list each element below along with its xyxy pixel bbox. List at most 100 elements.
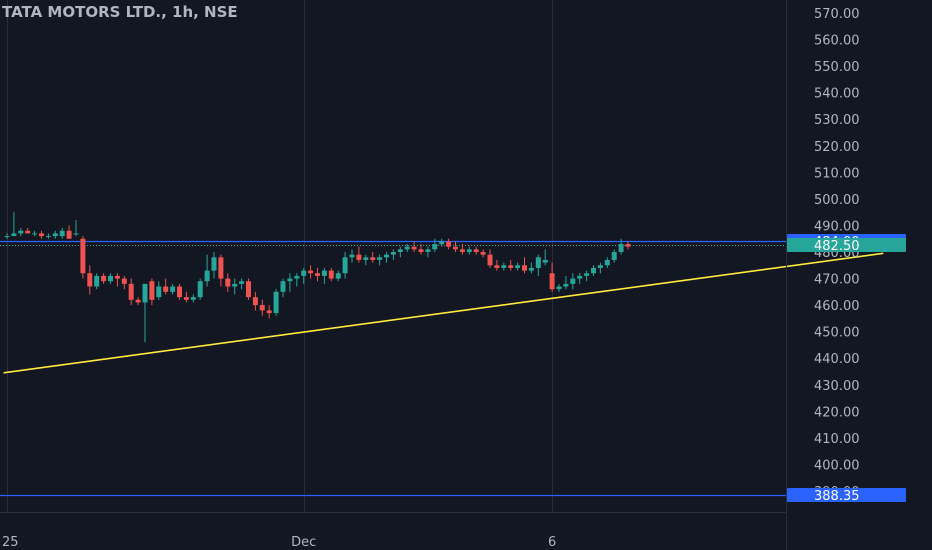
candle-body — [80, 238, 86, 274]
candle-body — [535, 257, 541, 268]
chart-title: TATA MOTORS LTD., 1h, NSE — [2, 3, 238, 21]
candle-body — [52, 233, 58, 237]
trendline[interactable] — [3, 252, 884, 374]
price-tick-label: 520.00 — [814, 140, 860, 155]
candle-body — [356, 254, 362, 260]
candle-body — [397, 249, 403, 252]
price-tick-label: 510.00 — [814, 166, 860, 181]
candle-body — [473, 249, 479, 252]
candle-body — [487, 254, 493, 266]
candle-body — [121, 278, 127, 284]
time-tick-label: 25 — [2, 535, 19, 550]
candle-body — [66, 230, 72, 239]
candle-body — [370, 257, 376, 260]
trendline-line[interactable] — [3, 252, 884, 374]
candle-body — [149, 281, 155, 300]
price-tick-label: 430.00 — [814, 379, 860, 394]
price-tick-label: 420.00 — [814, 405, 860, 420]
candle-body — [170, 286, 176, 292]
candle-body — [163, 286, 169, 292]
candle-body — [618, 244, 624, 252]
price-label-background — [787, 238, 906, 252]
candle-body — [266, 310, 272, 314]
candle-body — [556, 286, 562, 290]
candle-body — [542, 259, 548, 263]
candle-body — [591, 267, 596, 274]
price-axis[interactable]: 570.00 560.00 550.00 540.00 530.00 520.00 510.… — [814, 7, 860, 500]
candle-body — [425, 249, 431, 252]
candle-body — [183, 297, 189, 300]
time-tick-label: 6 — [548, 535, 556, 550]
price-tick-label: 470.00 — [814, 273, 860, 288]
price-tick-label: 400.00 — [814, 458, 860, 473]
candle-body — [259, 305, 265, 311]
candles — [4, 212, 631, 343]
price-tick-label: 530.00 — [814, 113, 860, 128]
price-tick-label: 570.00 — [814, 7, 860, 22]
candle-body — [597, 265, 603, 268]
candle-body — [611, 252, 617, 260]
candle-body — [87, 273, 93, 287]
candle-body — [45, 236, 51, 238]
candle-body — [32, 233, 38, 235]
time-axis[interactable]: 25 Dec 6 — [0, 512, 786, 550]
price-lines — [0, 240, 786, 497]
candle-body — [418, 249, 424, 252]
candle-body — [459, 249, 465, 252]
candle-body — [390, 252, 396, 255]
price-tick-label: 440.00 — [814, 352, 860, 367]
candle-body — [528, 267, 534, 271]
candle-body — [563, 283, 569, 287]
price-label-tag: 388.35 — [787, 488, 906, 504]
candle-body — [73, 233, 79, 235]
candle-body — [446, 241, 452, 247]
candle-body — [101, 275, 107, 282]
candle-body — [156, 286, 162, 298]
candle-body — [315, 273, 320, 276]
price-tick-label: 410.00 — [814, 432, 860, 447]
candle-body — [4, 236, 10, 238]
price-label-tag: 482.50 — [787, 238, 906, 254]
time-tick-label: Dec — [291, 535, 316, 550]
candle-body — [280, 281, 286, 292]
candle-body — [128, 283, 134, 300]
price-tick-label: 560.00 — [814, 34, 860, 49]
candle-body — [204, 270, 210, 282]
candle-body — [328, 270, 334, 279]
candle-body — [218, 257, 224, 279]
candle-body — [494, 265, 500, 268]
candle-body — [11, 233, 17, 237]
candle-body — [501, 265, 507, 268]
candle-body — [570, 278, 576, 284]
price-label-background — [787, 488, 906, 502]
candle-body — [135, 299, 141, 303]
candle-body — [522, 265, 527, 271]
candle-body — [287, 278, 293, 282]
price-tick-label: 450.00 — [814, 326, 860, 341]
candle-body — [377, 257, 383, 260]
candle-body — [252, 297, 258, 306]
candle-body — [577, 275, 583, 279]
price-tick-label: 490.00 — [814, 219, 860, 234]
candle-body — [404, 246, 410, 250]
candle-body — [108, 275, 113, 282]
candle-body — [549, 273, 555, 290]
price-tick-label: 460.00 — [814, 299, 860, 314]
candle-body — [239, 281, 245, 284]
candle-body — [466, 249, 472, 252]
candle-body — [25, 230, 31, 234]
candle-body — [432, 244, 438, 250]
candle-body — [349, 254, 355, 258]
candle-body — [342, 257, 348, 274]
price-tick-label: 540.00 — [814, 87, 860, 102]
candle-body — [225, 278, 231, 287]
candle-body — [363, 257, 369, 260]
candle-body — [232, 283, 238, 287]
candle-body — [384, 254, 389, 258]
candle-body — [301, 270, 307, 276]
candle-body — [411, 246, 417, 250]
candle-body — [515, 265, 521, 268]
